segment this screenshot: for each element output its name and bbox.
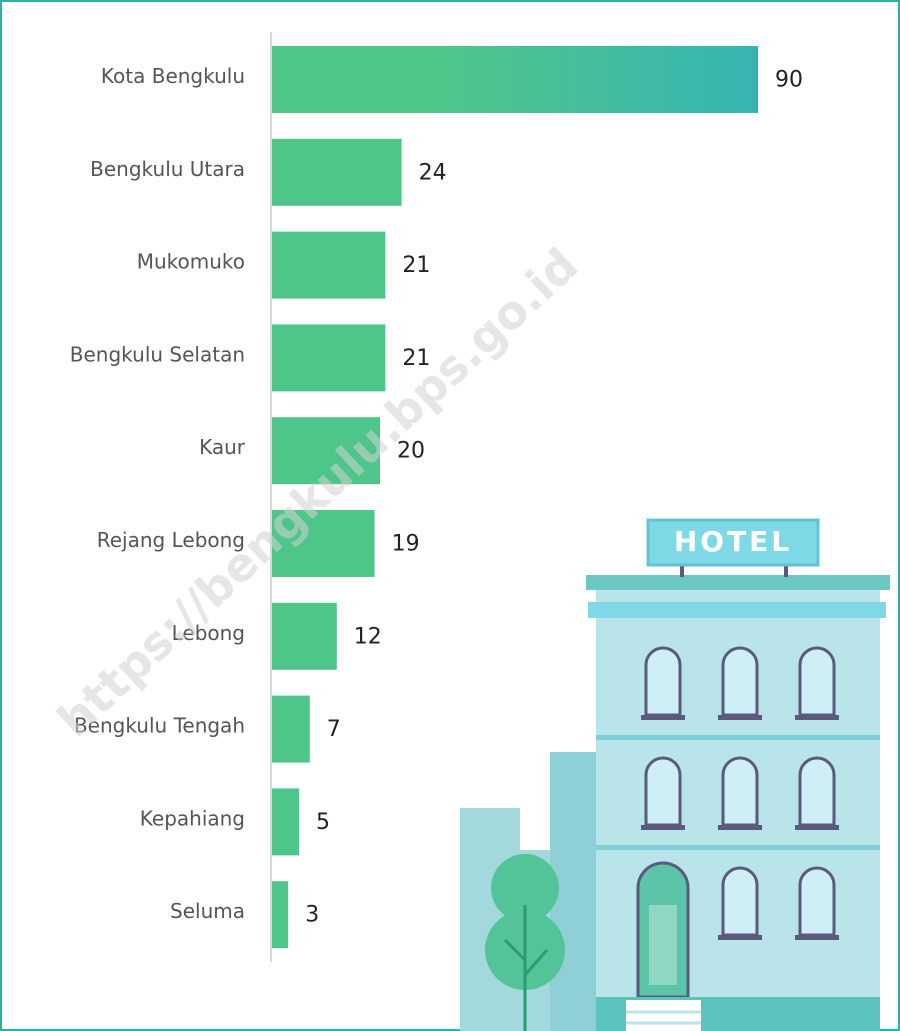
- value-label: 90: [775, 68, 803, 93]
- category-label: Bengkulu Utara: [90, 157, 245, 181]
- bar: [272, 788, 299, 856]
- hotel-illustration: [460, 518, 890, 1031]
- value-label: 12: [354, 624, 382, 649]
- value-label: 7: [327, 717, 341, 742]
- value-label: 3: [305, 903, 319, 928]
- value-label: 19: [392, 532, 420, 557]
- value-label: 5: [316, 810, 330, 835]
- category-label: Mukomuko: [137, 250, 245, 274]
- category-label: Kaur: [199, 435, 246, 459]
- bar: [272, 602, 337, 670]
- bar: [272, 881, 289, 949]
- bar: [272, 46, 758, 113]
- bar: [272, 695, 310, 763]
- bars: Kota Bengkulu 90 Bengkulu Utara 24 Mukomuko 2…: [70, 46, 803, 949]
- category-label: Bengkulu Tengah: [74, 714, 245, 738]
- bar: [272, 417, 380, 485]
- category-label: Lebong: [172, 621, 245, 645]
- hotel-sign: HOTEL: [674, 525, 792, 558]
- category-label: Bengkulu Selatan: [70, 342, 245, 366]
- category-label: Seluma: [170, 899, 245, 923]
- bar: [272, 510, 375, 577]
- category-label: Kepahiang: [140, 806, 245, 830]
- category-label: Rejang Lebong: [97, 528, 245, 552]
- bar: [272, 138, 402, 206]
- value-label: 20: [397, 439, 425, 464]
- watermark: https://bengkulu.bps.go.id: [47, 238, 588, 748]
- category-label: Kota Bengkulu: [101, 64, 245, 88]
- value-label: 24: [419, 160, 447, 185]
- value-label: 21: [402, 346, 430, 371]
- value-label: 21: [402, 253, 430, 278]
- bar: [272, 324, 386, 392]
- bar: [272, 231, 386, 299]
